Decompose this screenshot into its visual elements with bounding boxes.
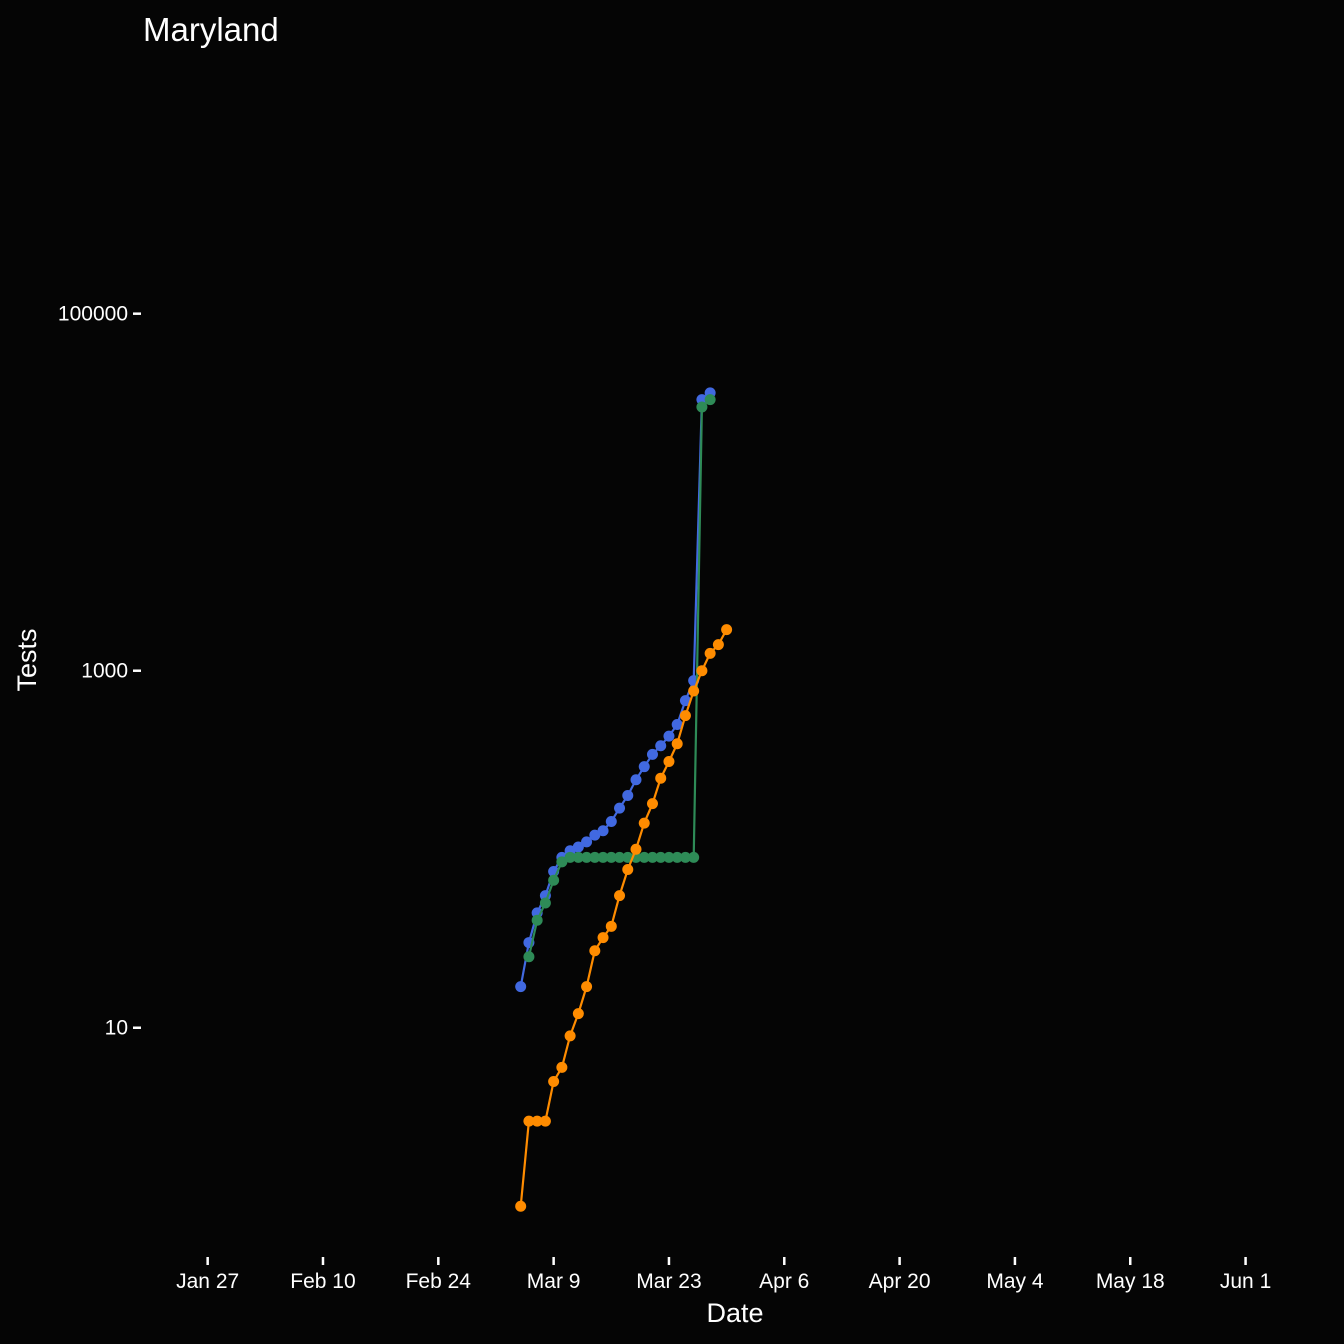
x-tick-label: May 4 <box>986 1270 1044 1293</box>
data-point <box>523 1115 535 1127</box>
data-point <box>671 738 683 750</box>
data-point <box>655 740 667 752</box>
data-point <box>581 981 593 993</box>
data-point <box>572 851 584 863</box>
chart-title: Maryland <box>143 11 279 48</box>
data-point <box>581 851 593 863</box>
data-point <box>589 851 601 863</box>
data-point <box>663 756 675 768</box>
data-point <box>614 802 626 814</box>
data-point <box>638 761 650 773</box>
data-point <box>515 981 527 993</box>
data-point <box>679 695 691 707</box>
data-point <box>597 825 609 837</box>
x-tick-label: Mar 23 <box>636 1270 701 1293</box>
data-point <box>646 851 658 863</box>
x-tick-label: Feb 24 <box>406 1270 472 1293</box>
x-tick-label: Jun 1 <box>1220 1270 1271 1293</box>
data-point <box>548 1075 560 1087</box>
data-point <box>679 851 691 863</box>
data-point <box>688 685 700 697</box>
data-point <box>597 851 609 863</box>
series-1 <box>523 394 716 963</box>
data-point <box>688 851 700 863</box>
data-point <box>655 772 667 784</box>
data-point <box>581 836 593 848</box>
data-point <box>614 890 626 902</box>
data-point <box>597 932 609 944</box>
data-point <box>589 829 601 841</box>
data-point <box>712 639 724 651</box>
data-point <box>523 951 535 963</box>
y-tick-label: 100000 <box>58 303 128 326</box>
data-point <box>515 1200 527 1212</box>
data-point <box>671 851 683 863</box>
data-point <box>564 1030 576 1042</box>
x-tick-label: Apr 20 <box>869 1270 931 1293</box>
x-tick-label: Jan 27 <box>176 1270 239 1293</box>
data-point <box>622 789 634 801</box>
data-point <box>556 1061 568 1073</box>
data-point <box>704 647 716 659</box>
data-point <box>622 863 634 875</box>
data-point <box>655 851 667 863</box>
x-axis: Jan 27 Feb 10 Feb 24 Mar 9 Mar 23 Apr 6 Apr 20… <box>176 1257 1271 1293</box>
data-point <box>539 1115 551 1127</box>
data-point <box>605 816 617 828</box>
data-point <box>663 851 675 863</box>
data-point <box>638 817 650 829</box>
data-point <box>679 710 691 722</box>
data-point <box>539 897 551 909</box>
data-point <box>605 920 617 932</box>
data-point <box>638 851 650 863</box>
x-axis-title: Date <box>706 1298 763 1328</box>
x-tick-label: Apr 6 <box>759 1270 809 1293</box>
data-point <box>630 774 642 786</box>
y-axis: 10 1000 100000 <box>58 303 141 1040</box>
y-tick-label: 1000 <box>81 660 128 683</box>
data-point <box>531 1115 543 1127</box>
data-point <box>556 856 568 868</box>
x-tick-label: Feb 10 <box>290 1270 355 1293</box>
plot-area <box>515 387 733 1212</box>
data-point <box>663 730 675 742</box>
data-point <box>614 851 626 863</box>
x-tick-label: Mar 9 <box>527 1270 581 1293</box>
data-point <box>671 718 683 730</box>
data-point <box>531 914 543 926</box>
data-point <box>564 851 576 863</box>
data-point <box>646 798 658 810</box>
data-point <box>630 843 642 855</box>
data-point <box>696 665 708 677</box>
y-tick-label: 10 <box>105 1017 128 1040</box>
data-point <box>696 401 708 413</box>
data-point <box>572 1008 584 1020</box>
x-tick-label: May 18 <box>1096 1270 1165 1293</box>
data-point <box>721 624 733 636</box>
data-point <box>589 945 601 957</box>
series-2 <box>515 624 733 1212</box>
data-point <box>605 851 617 863</box>
data-point <box>572 841 584 853</box>
data-point <box>646 748 658 760</box>
data-point <box>548 874 560 886</box>
data-point <box>704 394 716 406</box>
y-axis-title: Tests <box>12 628 42 691</box>
